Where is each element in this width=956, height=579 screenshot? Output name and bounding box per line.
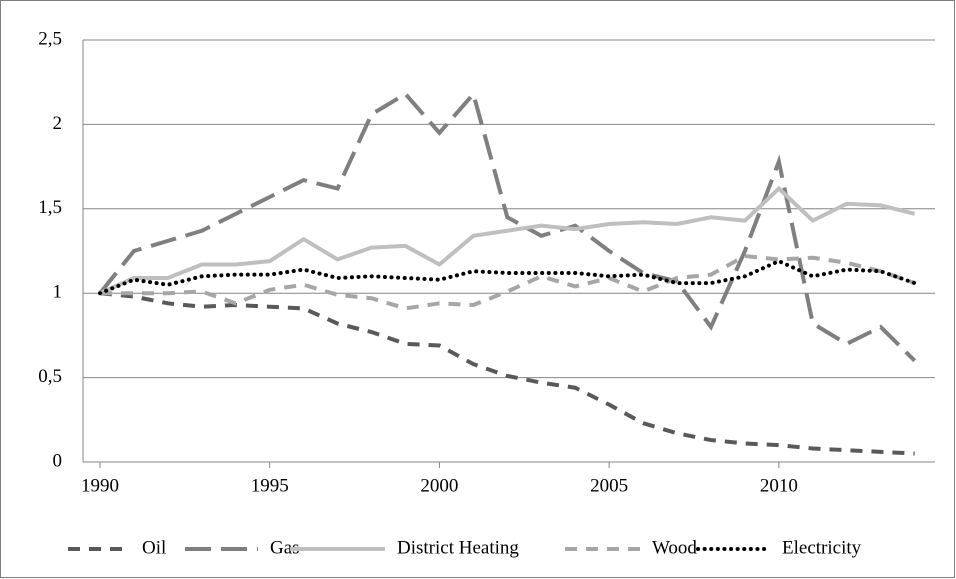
x-tick-label: 1995 [251, 475, 289, 496]
y-tick-label: 0 [53, 450, 63, 471]
legend-label: Gas [270, 537, 300, 558]
legend-label: Electricity [782, 537, 862, 558]
legend-label: District Heating [397, 537, 519, 558]
x-tick-label: 2005 [590, 475, 628, 496]
legend-label: Wood [652, 537, 697, 558]
series-line [99, 185, 916, 296]
legend-label: Oil [142, 537, 166, 558]
y-tick-label: 1 [53, 282, 63, 303]
y-tick-label: 2 [53, 113, 63, 134]
y-tick-label: 0,5 [38, 366, 62, 387]
series-line [98, 89, 917, 363]
y-tick-label: 2,5 [38, 28, 62, 49]
x-tick-label: 2000 [420, 475, 458, 496]
series-line [97, 258, 917, 296]
x-tick-label: 1990 [81, 475, 119, 496]
y-tick-label: 1,5 [38, 197, 62, 218]
series-line [99, 254, 916, 311]
x-tick-label: 2010 [760, 475, 798, 496]
